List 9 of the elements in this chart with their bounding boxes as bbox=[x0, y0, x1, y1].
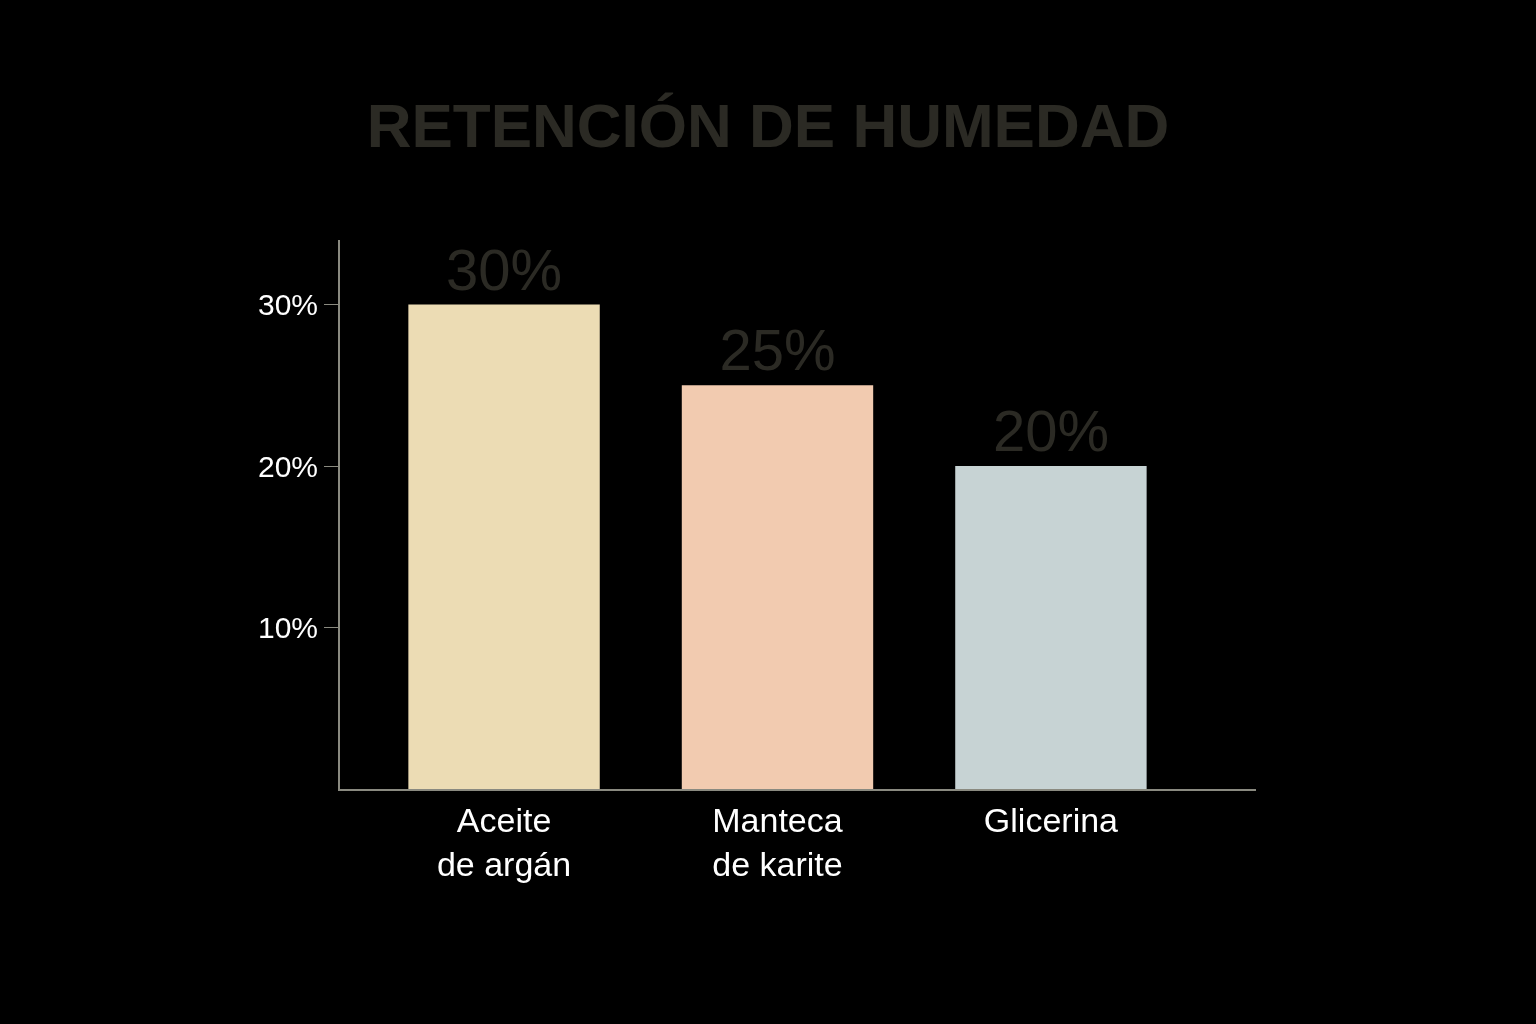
x-tick-label: Glicerina bbox=[983, 800, 1119, 839]
x-tick-label: Aceite de argán bbox=[436, 800, 572, 883]
y-tick-label: 20% bbox=[257, 449, 318, 483]
y-tick-label: 10% bbox=[257, 611, 318, 645]
bar bbox=[681, 385, 874, 789]
x-tick-label: Manteca de karite bbox=[712, 800, 843, 883]
y-tick-label: 30% bbox=[257, 288, 318, 322]
bar bbox=[955, 466, 1147, 789]
bar bbox=[408, 304, 600, 789]
